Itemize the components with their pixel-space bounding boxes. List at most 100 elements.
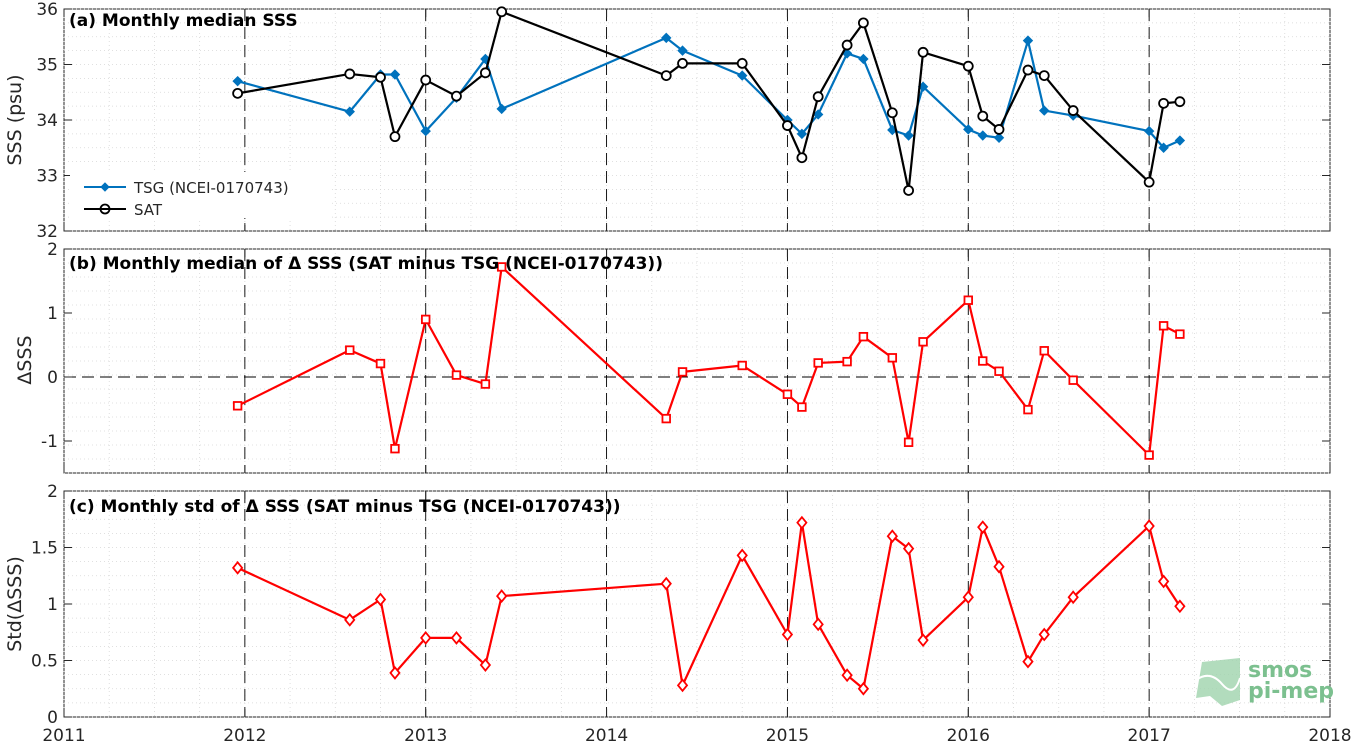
data-point-delta xyxy=(450,630,463,645)
data-point-delta xyxy=(1174,599,1186,614)
data-point-tsg-ncei-0170743 xyxy=(1022,35,1034,46)
data-point-tsg-ncei-0170743 xyxy=(661,32,672,44)
data-point-delta xyxy=(858,331,869,342)
data-point-sat xyxy=(993,124,1005,135)
data-point-delta xyxy=(887,353,898,363)
data-point-sat xyxy=(812,91,824,103)
data-point-delta xyxy=(781,627,794,642)
data-point-tsg-ncei-0170743 xyxy=(389,69,401,80)
data-point-sat xyxy=(886,107,898,119)
data-point-tsg-ncei-0170743 xyxy=(812,109,824,120)
data-point-tsg-ncei-0170743 xyxy=(1174,135,1186,146)
data-point-delta xyxy=(1143,519,1155,533)
data-point-sat xyxy=(977,110,989,122)
data-point-delta xyxy=(1157,574,1170,589)
data-point-delta xyxy=(496,262,507,272)
data-point-tsg-ncei-0170743 xyxy=(737,70,748,81)
data-point-tsg-ncei-0170743 xyxy=(903,130,914,141)
panel-a-grid xyxy=(63,8,1331,232)
data-point-sat xyxy=(782,120,793,131)
panel-b-title: (b) Monthly median of Δ SSS (SAT minus T… xyxy=(69,254,663,274)
x-tick-label: 2014 xyxy=(585,726,628,745)
data-point-tsg-ncei-0170743 xyxy=(1039,105,1050,116)
data-point-tsg-ncei-0170743 xyxy=(420,125,431,137)
data-point-tsg-ncei-0170743 xyxy=(1158,142,1169,153)
data-point-sat xyxy=(1022,64,1034,76)
x-tick-label: 2012 xyxy=(223,726,266,745)
data-point-delta xyxy=(1158,321,1169,331)
data-point-sat xyxy=(660,70,672,81)
data-point-tsg-ncei-0170743 xyxy=(1143,125,1155,137)
legend-tsg-label: TSG (NCEI-0170743) xyxy=(133,179,289,197)
data-point-sat xyxy=(375,71,386,83)
data-point-delta xyxy=(677,367,688,377)
data-point-sat xyxy=(736,57,748,69)
data-point-delta xyxy=(344,612,356,627)
data-point-sat xyxy=(841,39,853,51)
x-axis-tick-labels: 2011 2012 2013 2014 2015 2016 2017 2018 xyxy=(42,726,1351,745)
panel-a-legend: TSG (NCEI-0170743) SAT xyxy=(70,172,332,219)
data-point-sat xyxy=(1143,176,1155,188)
data-point-delta xyxy=(1038,627,1050,642)
x-tick-label: 2011 xyxy=(42,726,85,745)
data-point-delta xyxy=(1023,404,1033,415)
data-point-sat xyxy=(1174,96,1186,108)
data-point-sat xyxy=(917,46,929,58)
data-point-sat xyxy=(1158,97,1170,109)
data-point-delta xyxy=(977,520,989,535)
legend-tsg-marker xyxy=(100,182,110,192)
y-tick-label: 1.5 xyxy=(31,539,58,559)
data-point-delta xyxy=(660,576,672,591)
panel-a-y-label: SSS (psu) xyxy=(4,74,26,165)
panel-c: 0 0.5 1 1.5 2 (c) Monthly std of Δ SSS (SAT … xyxy=(4,482,1331,728)
data-point-delta xyxy=(886,529,898,544)
data-point-delta xyxy=(231,560,244,575)
legend-box xyxy=(70,172,332,218)
data-point-sat xyxy=(496,6,508,18)
data-point-sat xyxy=(344,68,356,80)
y-tick-label: -1 xyxy=(41,432,58,452)
data-point-sat xyxy=(420,74,432,86)
data-point-delta xyxy=(736,548,748,563)
data-point-delta xyxy=(813,358,823,368)
logo-graphic-icon xyxy=(1196,658,1240,706)
data-point-delta xyxy=(345,345,355,355)
y-tick-label: 1 xyxy=(47,595,58,615)
y-tick-label: 32 xyxy=(36,222,58,242)
data-point-sat xyxy=(677,57,688,69)
data-point-delta xyxy=(917,633,929,648)
data-point-tsg-ncei-0170743 xyxy=(993,132,1005,143)
data-point-delta xyxy=(978,356,988,366)
data-point-delta xyxy=(1067,590,1079,605)
logo-wave-icon xyxy=(1195,674,1241,691)
data-point-delta xyxy=(842,356,852,367)
data-point-tsg-ncei-0170743 xyxy=(796,128,808,140)
data-point-tsg-ncei-0170743 xyxy=(232,75,243,87)
x-tick-label: 2013 xyxy=(404,726,447,745)
panel-c-title: (c) Monthly std of Δ SSS (SAT minus TSG … xyxy=(69,497,620,517)
data-point-delta xyxy=(841,668,853,683)
smos-pi-mep-logo: smos pi-mep xyxy=(1195,658,1334,706)
panel-a-title: (a) Monthly median SSS xyxy=(69,11,298,31)
logo-line-2: pi-mep xyxy=(1248,679,1334,704)
legend-sat-label: SAT xyxy=(134,201,163,219)
data-point-delta xyxy=(994,366,1004,376)
data-point-sat xyxy=(796,152,808,164)
panel-a-marks xyxy=(232,6,1186,196)
data-point-sat xyxy=(857,17,869,29)
data-point-delta xyxy=(480,379,491,389)
panel-b-marks xyxy=(232,262,1185,460)
data-point-tsg-ncei-0170743 xyxy=(677,45,688,56)
data-point-delta xyxy=(903,437,914,447)
data-point-delta xyxy=(1022,654,1034,669)
panel-b-y-label: ΔSSS xyxy=(14,335,36,384)
series-line-delta xyxy=(237,521,1181,690)
data-point-sat xyxy=(962,60,974,72)
y-tick-label: 33 xyxy=(36,167,58,187)
data-point-delta xyxy=(782,389,793,399)
data-point-delta xyxy=(375,358,386,369)
data-point-tsg-ncei-0170743 xyxy=(344,106,355,117)
data-point-tsg-ncei-0170743 xyxy=(496,103,507,115)
data-point-delta xyxy=(479,658,492,672)
y-tick-label: 0 xyxy=(47,708,58,728)
